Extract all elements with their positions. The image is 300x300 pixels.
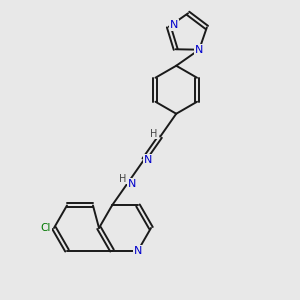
Text: N: N bbox=[134, 245, 142, 256]
Text: H: H bbox=[151, 129, 158, 139]
Text: N: N bbox=[169, 20, 178, 30]
Text: Cl: Cl bbox=[41, 223, 51, 233]
Text: N: N bbox=[195, 45, 203, 55]
Text: N: N bbox=[144, 154, 152, 165]
Text: H: H bbox=[119, 173, 127, 184]
Text: N: N bbox=[128, 178, 136, 188]
